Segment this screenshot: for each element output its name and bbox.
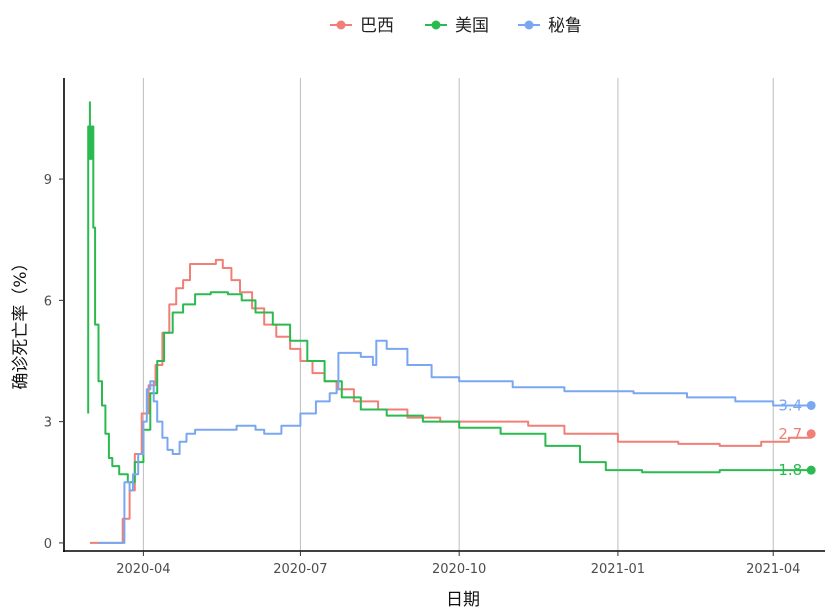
- y-tick-label: 6: [44, 294, 52, 309]
- legend-item: 美国: [425, 16, 489, 36]
- series-end-label: 3.4: [778, 396, 802, 414]
- x-tick-label: 2021-01: [591, 562, 645, 577]
- series-end-marker: [806, 429, 816, 439]
- series-line-秘鲁: [98, 339, 812, 544]
- legend-item: 秘鲁: [518, 16, 582, 36]
- legend-label: 美国: [455, 16, 489, 36]
- y-axis-title: 确诊死亡率（%）: [11, 254, 31, 389]
- legend-label: 秘鲁: [548, 16, 582, 36]
- legend-key-marker: [524, 20, 534, 30]
- legend: 巴西 美国 秘鲁: [330, 16, 582, 36]
- series-layer: 2.7 1.8 3.4: [87, 101, 816, 544]
- series-line-美国: [87, 101, 812, 484]
- x-axis-title: 日期: [446, 590, 480, 610]
- x-tick-label: 2020-10: [432, 562, 486, 577]
- series-end-label: 1.8: [778, 461, 802, 479]
- x-tick-label: 2020-07: [273, 562, 327, 577]
- x-tick-label: 2021-04: [746, 562, 800, 577]
- series-end-marker: [806, 400, 816, 410]
- y-tick-label: 3: [44, 416, 52, 431]
- y-tick-label: 0: [44, 537, 52, 552]
- legend-key-marker: [336, 20, 346, 30]
- y-tick-label: 9: [44, 173, 52, 188]
- axes: 2020-04 2020-07 2020-10 2021-01 2021-04 0 3 6 9: [44, 78, 825, 577]
- legend-label: 巴西: [360, 16, 394, 36]
- x-gridlines: [142, 78, 774, 551]
- series-end-label: 2.7: [778, 425, 802, 443]
- series-line-巴西: [89, 258, 813, 544]
- legend-key-marker: [431, 20, 441, 30]
- legend-item: 巴西: [330, 16, 394, 36]
- x-tick-label: 2020-04: [116, 562, 170, 577]
- series-end-marker: [806, 465, 816, 475]
